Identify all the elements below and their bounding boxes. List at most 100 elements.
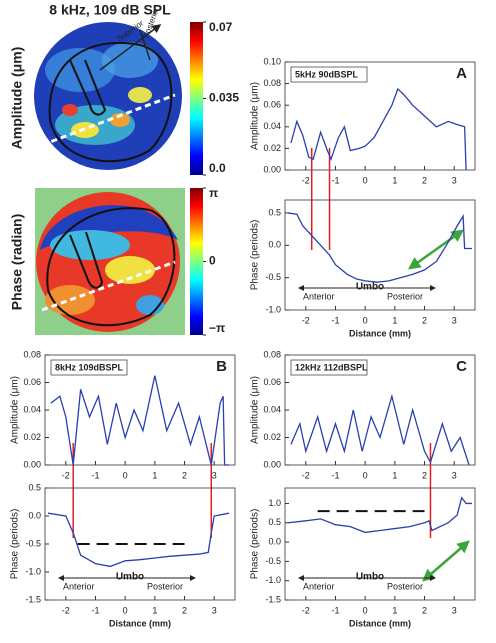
data-line	[290, 87, 467, 171]
y-tick-label: 0.06	[263, 100, 281, 110]
x-tick-label: -2	[302, 175, 310, 185]
x-tick-label: -2	[62, 470, 70, 480]
y-tick-label: 0.00	[23, 459, 41, 469]
y-axis-label: Phase (periods)	[250, 509, 261, 580]
panel-label: B	[216, 358, 227, 375]
green-arrow	[407, 229, 465, 270]
legend-box	[290, 66, 368, 83]
x-tick-label: 1	[392, 315, 397, 325]
y-tick-label: -1.5	[265, 594, 281, 604]
figure-title: 8 kHz, 109 dB SPL	[49, 2, 171, 18]
x-tick-label: 3	[212, 605, 217, 615]
annotation: Anterior	[63, 581, 95, 591]
x-tick-label: -1	[331, 470, 339, 480]
y-tick-label: -0.5	[25, 538, 41, 548]
y-tick-label: -0.5	[265, 556, 281, 566]
y-axis-label: Amplitude (μm)	[9, 47, 25, 150]
legend-text: 12kHz 112dBSPL	[295, 362, 368, 372]
y-tick-label: 0.5	[268, 207, 281, 217]
y-tick-label: 0.00	[263, 164, 281, 174]
x-tick-label: 3	[212, 470, 217, 480]
y-tick-label: 0.0	[268, 240, 281, 250]
y-axis-label: Phase (radian)	[9, 214, 25, 310]
legend-text: 5kHz 90dBSPL	[295, 69, 359, 79]
y-tick-label: -1.0	[25, 566, 41, 576]
x-tick-label: 0	[363, 605, 368, 615]
x-tick-label: 3	[452, 315, 457, 325]
x-axis-label: Distance (mm)	[109, 618, 171, 628]
panel-label: C	[456, 358, 467, 375]
y-tick-label: 0.08	[263, 349, 281, 359]
x-axis-label: Distance (mm)	[349, 328, 411, 338]
y-tick-label: -0.5	[265, 272, 281, 282]
x-tick-label: 2	[422, 605, 427, 615]
annotation: Anterior	[303, 581, 335, 591]
annotation: Umbo	[356, 282, 384, 293]
x-tick-label: 1	[152, 470, 157, 480]
y-tick-label: 0.06	[23, 377, 41, 387]
green-arrow	[422, 540, 470, 582]
data-line	[290, 393, 470, 466]
y-tick-label: 0.04	[263, 404, 281, 414]
data-line	[50, 375, 230, 466]
x-tick-label: 0	[363, 315, 368, 325]
x-tick-label: -2	[62, 605, 70, 615]
x-tick-label: -2	[302, 470, 310, 480]
data-line	[47, 512, 230, 568]
x-tick-label: 0	[363, 175, 368, 185]
x-tick-label: 2	[422, 315, 427, 325]
annotation: Umbo	[116, 572, 144, 583]
y-tick-label: 0.06	[263, 377, 281, 387]
panel-label: A	[456, 65, 467, 82]
y-tick-label: 0.02	[23, 432, 41, 442]
y-tick-label: 0.02	[263, 432, 281, 442]
plot-frame	[284, 199, 476, 311]
x-tick-label: -1	[91, 605, 99, 615]
y-axis-label: Amplitude (μm)	[10, 376, 21, 444]
colorbar-tick-label: 0.07	[209, 20, 233, 34]
y-axis-label: Amplitude (μm)	[250, 376, 261, 444]
colorbar-tick-label: −π	[209, 321, 225, 335]
colorbar-tick-label: 0.035	[209, 91, 239, 105]
x-tick-label: 3	[452, 175, 457, 185]
legend-box	[50, 359, 128, 376]
y-tick-label: 0.02	[263, 143, 281, 153]
y-axis-label: Phase (periods)	[10, 509, 21, 580]
x-tick-label: -2	[302, 315, 310, 325]
x-tick-label: 0	[123, 470, 128, 480]
x-axis-label: Distance (mm)	[349, 618, 411, 628]
y-tick-label: 0.5	[28, 482, 41, 492]
x-tick-label: 0	[363, 470, 368, 480]
y-tick-label: 0.5	[268, 517, 281, 527]
y-tick-label: 0.10	[263, 56, 281, 66]
plot-frame	[284, 61, 476, 171]
x-tick-label: 3	[452, 470, 457, 480]
y-tick-label: 0.08	[23, 349, 41, 359]
legend-text: 8kHz 109dBSPL	[55, 362, 124, 372]
x-tick-label: 2	[182, 470, 187, 480]
y-tick-label: 0.00	[263, 459, 281, 469]
y-axis-label: Phase (periods)	[250, 220, 261, 291]
data-line	[287, 212, 473, 283]
x-tick-label: 1	[392, 605, 397, 615]
colorbar-tick-label: 0.0	[209, 161, 226, 175]
phase-map	[35, 188, 203, 335]
x-tick-label: 2	[182, 605, 187, 615]
colorbar-tick-label: 0	[209, 254, 216, 268]
y-tick-label: 1.0	[268, 498, 281, 508]
y-tick-label: 0.04	[23, 404, 41, 414]
y-tick-label: -1.5	[25, 594, 41, 604]
x-tick-label: -1	[331, 605, 339, 615]
x-tick-label: 2	[422, 470, 427, 480]
data-line	[287, 496, 473, 534]
amplitude-map	[34, 22, 203, 175]
y-tick-label: -1.0	[265, 304, 281, 314]
x-tick-label: -2	[302, 605, 310, 615]
legend-box	[290, 359, 368, 376]
x-tick-label: 3	[452, 605, 457, 615]
plot-frame	[284, 487, 476, 601]
annotation: Anterior	[303, 291, 335, 301]
y-tick-label: 0.08	[263, 78, 281, 88]
x-tick-label: 2	[422, 175, 427, 185]
